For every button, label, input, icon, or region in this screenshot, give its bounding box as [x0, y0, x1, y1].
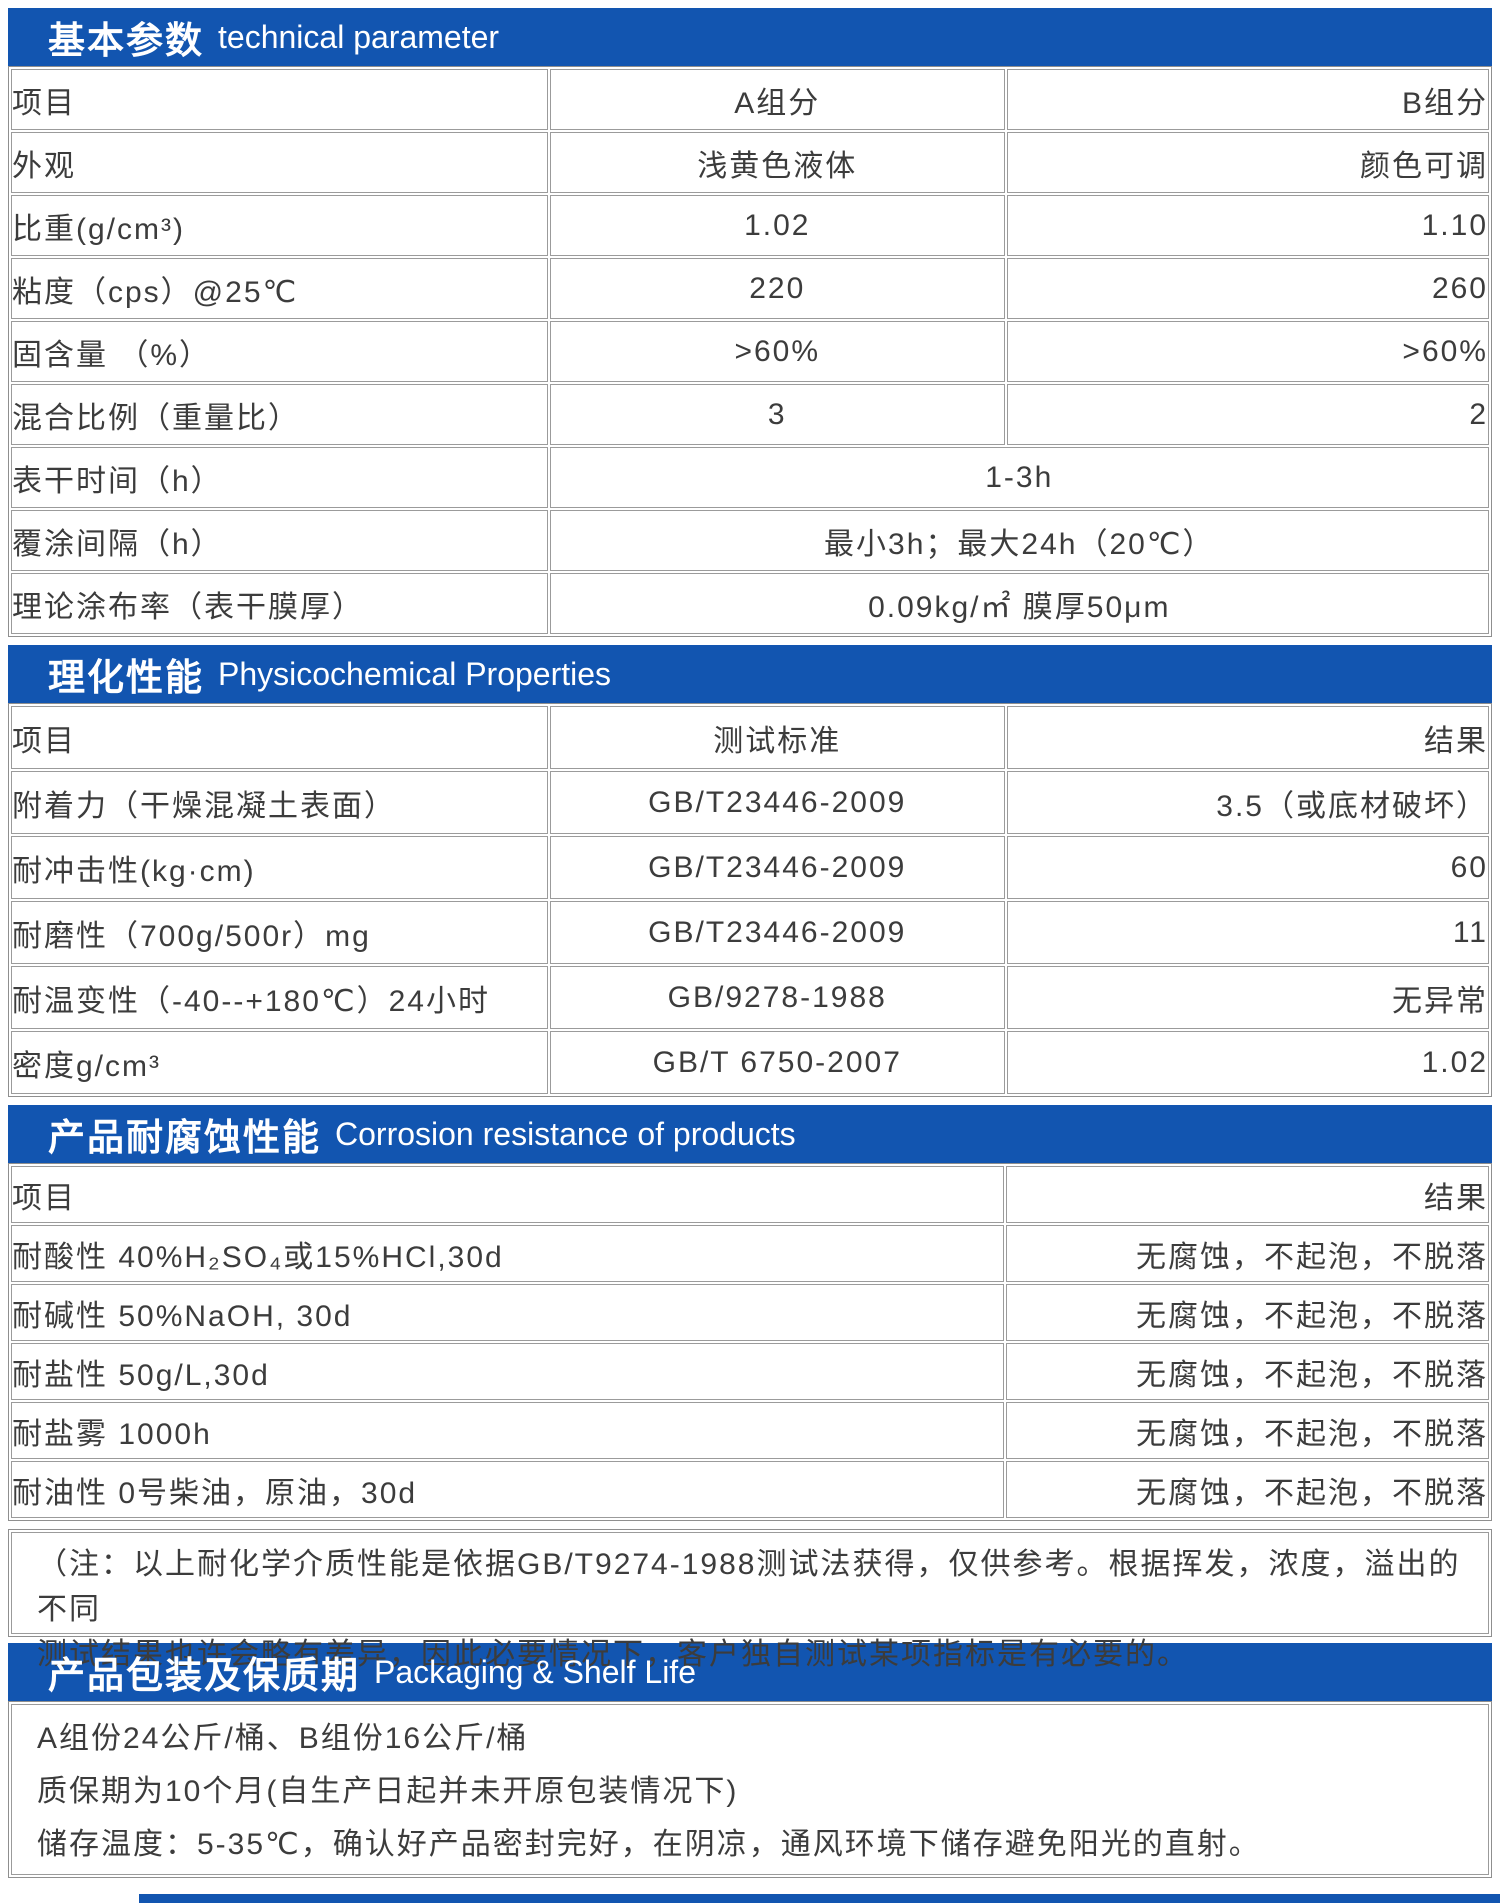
packaging-line: A组份24公斤/桶、B组份16公斤/桶	[37, 1722, 529, 1755]
column-header-item: 项目	[11, 69, 548, 130]
packaging-line: 质保期为10个月(自生产日起并未开原包装情况下)	[37, 1775, 739, 1808]
row-label: 外观	[11, 132, 548, 193]
section-header-corrosion: 产品耐腐蚀性能 Corrosion resistance of products	[8, 1105, 1492, 1163]
test-standard: GB/9278-1988	[549, 966, 1005, 1029]
value-b: 颜色可调	[1006, 132, 1489, 193]
value-b: 2	[1006, 384, 1489, 445]
value-b: 1.10	[1006, 195, 1489, 256]
merged-value: 1-3h	[549, 447, 1489, 508]
table-row: 表干时间（h） 1-3h	[11, 447, 1489, 508]
value-a: >60%	[549, 321, 1005, 382]
table-row: 混合比例（重量比） 3 2	[11, 384, 1489, 445]
note-line: （注：以上耐化学介质性能是依据GB/T9274-1988测试法获得，仅供参考。根…	[37, 1548, 1461, 1626]
test-result: 无腐蚀，不起泡，不脱落	[1006, 1343, 1489, 1400]
section-title-zh: 理化性能	[48, 657, 204, 698]
test-result: 11	[1006, 901, 1489, 964]
section-title-zh: 基本参数	[48, 20, 204, 61]
table-row: 耐温变性（-40--+180℃）24小时 GB/9278-1988 无异常	[11, 966, 1489, 1029]
test-result: 无腐蚀，不起泡，不脱落	[1006, 1225, 1489, 1282]
table-row: 比重(g/cm³) 1.02 1.10	[11, 195, 1489, 256]
note-box: （注：以上耐化学介质性能是依据GB/T9274-1988测试法获得，仅供参考。根…	[8, 1529, 1492, 1671]
row-label: 比重(g/cm³)	[11, 195, 548, 256]
section-title-en: Physicochemical Properties	[218, 655, 612, 692]
table-header-row: 项目 测试标准 结果	[11, 706, 1489, 769]
merged-value: 0.09kg/㎡ 膜厚50μm	[549, 573, 1489, 634]
row-label: 耐酸性 40%H₂SO₄或15%HCl,30d	[11, 1225, 1005, 1282]
row-label: 耐冲击性(kg·cm)	[11, 836, 548, 899]
test-standard: GB/T23446-2009	[549, 901, 1005, 964]
test-result: 无异常	[1006, 966, 1489, 1029]
test-result: 60	[1006, 836, 1489, 899]
column-header-standard: 测试标准	[549, 706, 1005, 769]
physico-table: 项目 测试标准 结果 附着力（干燥混凝土表面） GB/T23446-2009 3…	[8, 703, 1492, 1097]
column-header-b: B组分	[1006, 69, 1489, 130]
section-title-en: Packaging & Shelf Life	[374, 1653, 696, 1690]
datasheet: 基本参数 technical parameter 项目 A组分 B组分 外观 浅…	[8, 8, 1492, 1878]
table-row: 耐盐性 50g/L,30d 无腐蚀，不起泡，不脱落	[11, 1343, 1489, 1400]
table-row: 固含量 （%） >60% >60%	[11, 321, 1489, 382]
test-standard: GB/T 6750-2007	[549, 1031, 1005, 1094]
column-header-result: 结果	[1006, 1166, 1489, 1223]
table-row: 耐酸性 40%H₂SO₄或15%HCl,30d 无腐蚀，不起泡，不脱落	[11, 1225, 1489, 1282]
row-label: 固含量 （%）	[11, 321, 548, 382]
row-label: 密度g/cm³	[11, 1031, 548, 1094]
column-header-item: 项目	[11, 1166, 1005, 1223]
column-header-result: 结果	[1006, 706, 1489, 769]
table-row: 耐碱性 50%NaOH, 30d 无腐蚀，不起泡，不脱落	[11, 1284, 1489, 1341]
section-title-zh: 产品耐腐蚀性能	[48, 1117, 321, 1158]
row-label: 表干时间（h）	[11, 447, 548, 508]
table-row: 密度g/cm³ GB/T 6750-2007 1.02	[11, 1031, 1489, 1094]
column-header-a: A组分	[549, 69, 1005, 130]
row-label: 耐碱性 50%NaOH, 30d	[11, 1284, 1005, 1341]
test-result: 无腐蚀，不起泡，不脱落	[1006, 1461, 1489, 1518]
value-a: 1.02	[549, 195, 1005, 256]
table-row: 覆涂间隔（h） 最小3h；最大24h（20℃）	[11, 510, 1489, 571]
test-result: 1.02	[1006, 1031, 1489, 1094]
packaging-box: A组份24公斤/桶、B组份16公斤/桶 质保期为10个月(自生产日起并未开原包装…	[8, 1701, 1492, 1878]
value-a: 3	[549, 384, 1005, 445]
section-title-en: technical parameter	[218, 18, 500, 55]
table-row: 粘度（cps）@25℃ 220 260	[11, 258, 1489, 319]
test-result: 3.5（或底材破坏）	[1006, 771, 1489, 834]
row-label: 覆涂间隔（h）	[11, 510, 548, 571]
row-label: 粘度（cps）@25℃	[11, 258, 548, 319]
row-label: 附着力（干燥混凝土表面）	[11, 771, 548, 834]
row-label: 耐盐性 50g/L,30d	[11, 1343, 1005, 1400]
table-row: 耐油性 0号柴油，原油，30d 无腐蚀，不起泡，不脱落	[11, 1461, 1489, 1518]
section-title-en: Corrosion resistance of products	[335, 1115, 796, 1152]
section-header-basic: 基本参数 technical parameter	[8, 8, 1492, 66]
test-standard: GB/T23446-2009	[549, 836, 1005, 899]
value-b: >60%	[1006, 321, 1489, 382]
note-line: 测试结果也许会略有差异，因此必要情况下，客户独自测试某项指标是有必要的。	[37, 1638, 1189, 1671]
test-result: 无腐蚀，不起泡，不脱落	[1006, 1402, 1489, 1459]
table-row: 外观 浅黄色液体 颜色可调	[11, 132, 1489, 193]
table-header-row: 项目 结果	[11, 1166, 1489, 1223]
cutoff-section-bar	[139, 1894, 1500, 1903]
section-header-packaging: 产品包装及保质期 Packaging & Shelf Life	[8, 1643, 1492, 1701]
row-label: 耐油性 0号柴油，原油，30d	[11, 1461, 1005, 1518]
value-a: 浅黄色液体	[549, 132, 1005, 193]
corrosion-table: 项目 结果 耐酸性 40%H₂SO₄或15%HCl,30d 无腐蚀，不起泡，不脱…	[8, 1163, 1492, 1521]
row-label: 混合比例（重量比）	[11, 384, 548, 445]
value-a: 220	[549, 258, 1005, 319]
row-label: 耐盐雾 1000h	[11, 1402, 1005, 1459]
section-title-zh: 产品包装及保质期	[48, 1655, 360, 1696]
row-label: 耐温变性（-40--+180℃）24小时	[11, 966, 548, 1029]
section-header-physico: 理化性能 Physicochemical Properties	[8, 645, 1492, 703]
table-row: 耐盐雾 1000h 无腐蚀，不起泡，不脱落	[11, 1402, 1489, 1459]
table-row: 耐磨性（700g/500r）mg GB/T23446-2009 11	[11, 901, 1489, 964]
test-result: 无腐蚀，不起泡，不脱落	[1006, 1284, 1489, 1341]
table-row: 耐冲击性(kg·cm) GB/T23446-2009 60	[11, 836, 1489, 899]
merged-value: 最小3h；最大24h（20℃）	[549, 510, 1489, 571]
basic-parameters-table: 项目 A组分 B组分 外观 浅黄色液体 颜色可调 比重(g/cm³) 1.02 …	[8, 66, 1492, 637]
packaging-line: 储存温度：5-35℃，确认好产品密封完好，在阴凉，通风环境下储存避免阳光的直射。	[37, 1828, 1261, 1861]
row-label: 理论涂布率（表干膜厚）	[11, 573, 548, 634]
table-row: 理论涂布率（表干膜厚） 0.09kg/㎡ 膜厚50μm	[11, 573, 1489, 634]
column-header-item: 项目	[11, 706, 548, 769]
table-header-row: 项目 A组分 B组分	[11, 69, 1489, 130]
value-b: 260	[1006, 258, 1489, 319]
table-row: 附着力（干燥混凝土表面） GB/T23446-2009 3.5（或底材破坏）	[11, 771, 1489, 834]
test-standard: GB/T23446-2009	[549, 771, 1005, 834]
row-label: 耐磨性（700g/500r）mg	[11, 901, 548, 964]
